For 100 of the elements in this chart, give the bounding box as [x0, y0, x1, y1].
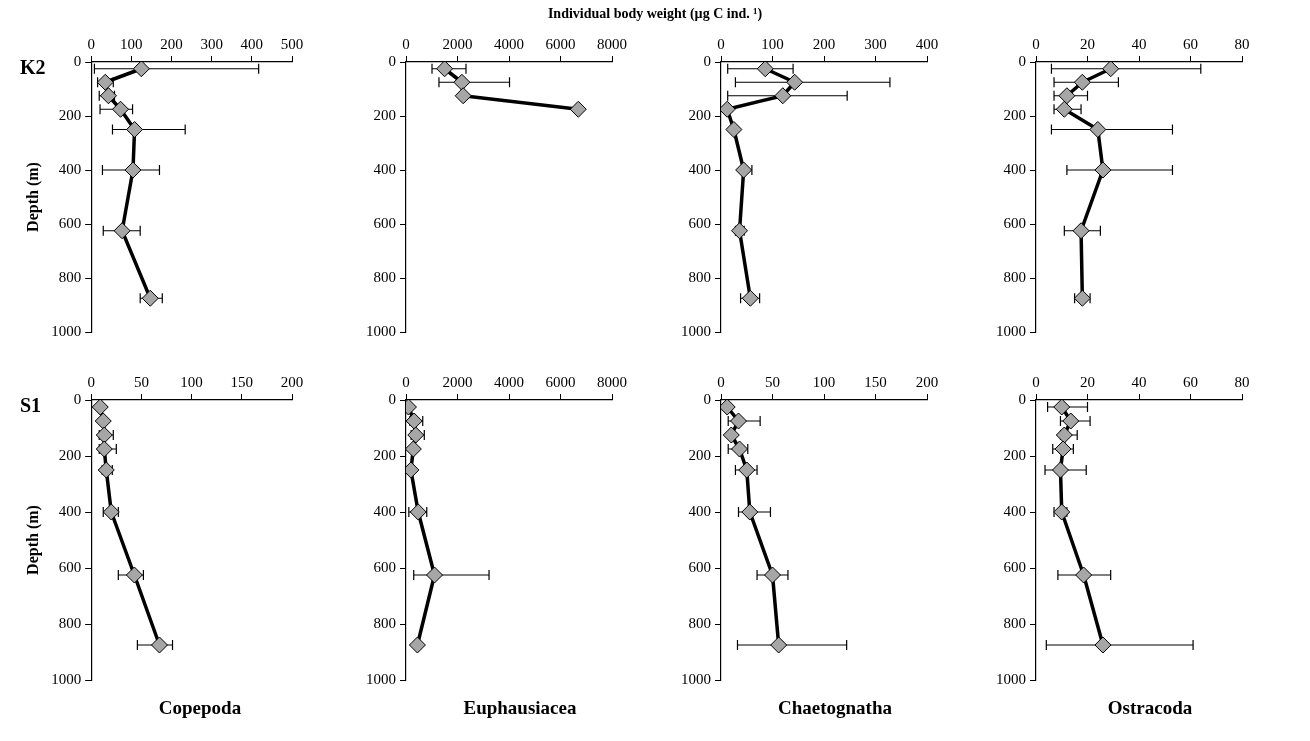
point	[738, 461, 756, 479]
x-tick-label: 0	[1032, 373, 1040, 390]
point	[1094, 161, 1112, 179]
x-tick-label: 20	[1080, 35, 1095, 52]
x-tick-label: 500	[280, 35, 304, 52]
x-tick-label: 6000	[545, 35, 576, 52]
y-tick-label: 0	[73, 52, 82, 69]
y-tick-label: 800	[1003, 614, 1026, 631]
y-tick-label: 200	[58, 106, 82, 123]
x-tick-label: 100	[180, 373, 203, 390]
y-tick-label: 0	[73, 390, 82, 407]
point	[1055, 100, 1073, 118]
y-tick-label: 1000	[681, 322, 711, 339]
x-tick-label: 300	[864, 35, 887, 52]
y-tick-label: 200	[1003, 446, 1026, 463]
point	[124, 161, 142, 179]
point	[126, 121, 144, 138]
y-tick-label: 600	[58, 214, 82, 231]
y-tick-label: 600	[1003, 558, 1026, 575]
point	[408, 636, 426, 654]
x-tick-label: 60	[1183, 35, 1198, 52]
y-tick-label: 200	[688, 446, 711, 463]
point	[150, 636, 168, 654]
x-tick-label: 0	[402, 35, 410, 52]
y-tick-label: 600	[688, 558, 711, 575]
y-tick-label: 400	[688, 502, 711, 519]
point	[741, 503, 759, 521]
point	[141, 289, 159, 307]
y-tick-label: 200	[688, 106, 711, 123]
y-tick-label: 800	[58, 268, 82, 285]
x-axis-title: Chaetognatha	[777, 697, 893, 719]
x-tick-label: 50	[133, 373, 149, 390]
point	[731, 440, 749, 458]
x-tick-label: 150	[864, 373, 887, 390]
point	[132, 62, 150, 78]
y-tick-label: 400	[1003, 502, 1026, 519]
x-tick-label: 50	[765, 373, 780, 390]
point	[770, 636, 788, 654]
y-tick-label: 800	[373, 268, 396, 285]
point	[97, 461, 115, 479]
x-tick-label: 0	[717, 373, 725, 390]
x-tick-label: 20	[1080, 373, 1095, 390]
x-tick-label: 0	[717, 35, 725, 52]
y-tick-label: 1000	[681, 670, 711, 687]
x-tick-label: 0	[402, 373, 410, 390]
y-tick-label: 800	[1003, 268, 1026, 285]
x-tick-label: 40	[1131, 373, 1147, 390]
x-tick-label: 0	[1032, 35, 1040, 52]
x-tick-label: 300	[200, 35, 223, 52]
x-tick-label: 100	[761, 35, 784, 52]
x-tick-label: 200	[915, 373, 939, 390]
x-tick-label: 4000	[494, 373, 524, 390]
x-tick-label: 0	[87, 35, 95, 52]
point	[731, 222, 749, 240]
y-axis-title: Depth (m)	[23, 505, 42, 575]
y-tick-label: 400	[688, 160, 711, 177]
point	[1089, 121, 1107, 138]
point	[125, 566, 143, 584]
y-tick-label: 200	[58, 446, 82, 463]
x-tick-label: 400	[915, 35, 939, 52]
chart-title: K2	[20, 56, 46, 79]
y-tick-label: 0	[1018, 390, 1026, 407]
point	[1055, 426, 1073, 444]
y-tick-label: 800	[373, 614, 396, 631]
x-tick-label: 200	[812, 35, 836, 52]
y-tick-label: 400	[58, 160, 82, 177]
point	[725, 121, 743, 138]
y-tick-label: 800	[688, 614, 711, 631]
point	[1051, 461, 1069, 479]
x-tick-label: 2000	[442, 373, 473, 390]
x-tick-label: 80	[1234, 35, 1250, 52]
y-tick-label: 0	[1018, 52, 1026, 69]
y-tick-label: 400	[373, 502, 396, 519]
point	[735, 161, 753, 179]
y-tick-label: 200	[373, 446, 396, 463]
y-tick-label: 1000	[996, 322, 1026, 339]
point	[1053, 400, 1071, 416]
point	[426, 566, 444, 584]
y-tick-label: 200	[1003, 106, 1026, 123]
point	[774, 87, 792, 105]
point	[91, 400, 109, 416]
y-tick-label: 600	[58, 558, 82, 575]
y-tick-label: 1000	[366, 670, 396, 687]
point	[1094, 636, 1112, 654]
point	[569, 100, 587, 118]
point	[1062, 412, 1080, 430]
point	[406, 440, 422, 458]
x-axis-title: Ostracoda	[1106, 697, 1194, 719]
point	[1072, 222, 1090, 240]
point	[1073, 73, 1091, 91]
y-tick-label: 600	[373, 558, 396, 575]
point	[113, 222, 131, 240]
x-tick-label: 200	[280, 373, 304, 390]
x-axis-title: Copepoda	[157, 697, 243, 719]
x-tick-label: 100	[120, 35, 143, 52]
x-tick-label: 40	[1131, 35, 1147, 52]
y-tick-label: 1000	[51, 322, 82, 339]
x-tick-label: 60	[1183, 373, 1198, 390]
y-tick-label: 400	[1003, 160, 1026, 177]
y-tick-label: 1000	[51, 670, 82, 687]
